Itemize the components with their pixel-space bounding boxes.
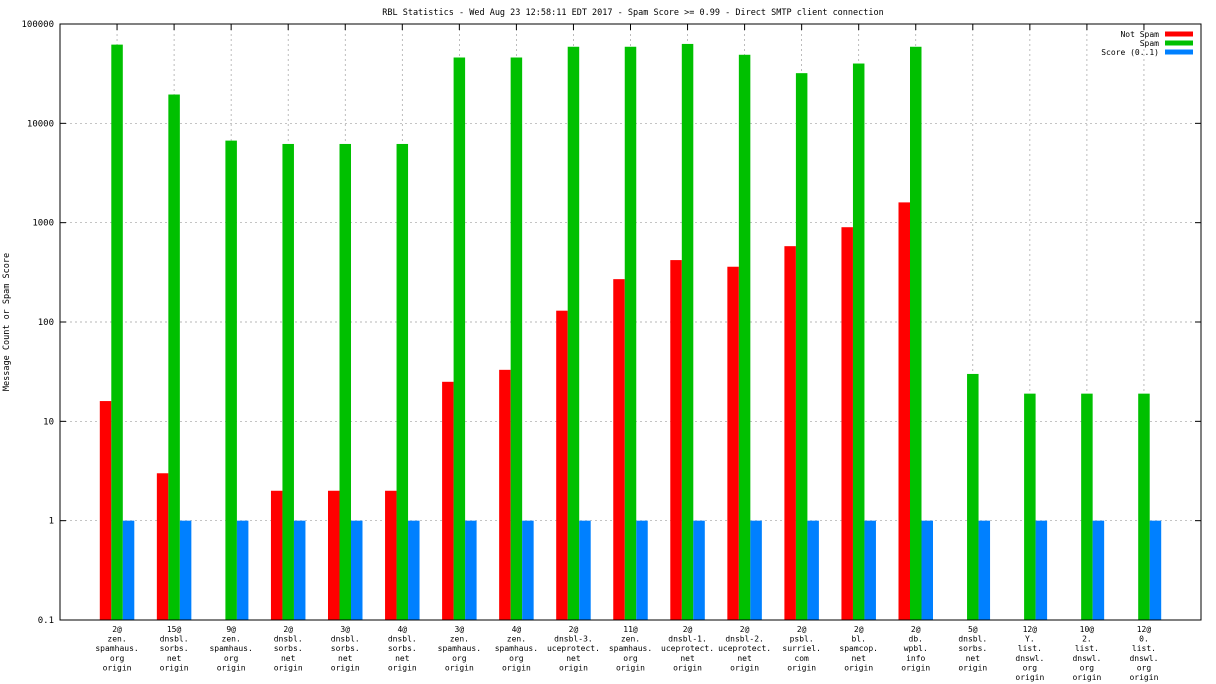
bar-score-0-1 bbox=[465, 520, 477, 620]
bar-spam bbox=[967, 373, 979, 620]
x-axis-category-labels: 2@ zen. spamhaus. org origin 15@ dnsbl. sorbs. n… bbox=[95, 625, 1158, 682]
legend-swatch bbox=[1165, 49, 1193, 55]
y-tick-label: 1000 bbox=[32, 219, 54, 229]
bar-not-spam bbox=[385, 490, 397, 620]
legend-swatch bbox=[1165, 40, 1193, 46]
bar-score-0-1 bbox=[236, 520, 249, 620]
bar-score-0-1 bbox=[864, 520, 876, 620]
bar-not-spam bbox=[841, 227, 853, 620]
y-tick-label: 1 bbox=[49, 517, 54, 527]
legend-label: Not Spam bbox=[1120, 30, 1159, 39]
bar-not-spam bbox=[499, 369, 511, 620]
y-tick-label: 10 bbox=[43, 417, 54, 427]
x-category-label: 10@ 2. list. dnswl. org origin bbox=[1072, 625, 1101, 682]
bar-spam bbox=[795, 73, 808, 620]
bar-spam bbox=[1081, 393, 1093, 620]
y-tick-label: 0.1 bbox=[38, 616, 54, 626]
x-category-label: 2@ dnsbl-2. uceprotect. net origin bbox=[718, 625, 771, 672]
y-axis-ticks: 0.1 1 10 100 1000 10000 100000 bbox=[21, 20, 1201, 626]
bar-spam bbox=[624, 46, 637, 620]
bars bbox=[99, 43, 1162, 621]
bar-spam bbox=[510, 57, 523, 620]
x-category-label: 4@ dnsbl. sorbs. net origin bbox=[388, 625, 417, 672]
y-tick-label: 100000 bbox=[21, 20, 54, 30]
bar-not-spam bbox=[99, 401, 112, 620]
bar-score-0-1 bbox=[351, 520, 363, 620]
x-category-label: 2@ db. wpbl. info origin bbox=[901, 625, 930, 672]
bar-spam bbox=[910, 46, 922, 620]
bar-not-spam bbox=[784, 246, 796, 621]
chart-title: RBL Statistics - Wed Aug 23 12:58:11 EDT… bbox=[382, 8, 884, 18]
bar-spam bbox=[1138, 393, 1150, 620]
legend-label: Spam bbox=[1140, 39, 1159, 48]
bar-not-spam bbox=[442, 381, 454, 620]
x-category-label: 11@ zen. spamhaus. org origin bbox=[609, 625, 652, 672]
plot-area-frame bbox=[59, 23, 1202, 621]
bar-not-spam bbox=[670, 260, 682, 620]
x-category-label: 9@ zen. spamhaus. org origin bbox=[209, 625, 252, 672]
bar-score-0-1 bbox=[1035, 520, 1048, 620]
bar-score-0-1 bbox=[807, 520, 819, 620]
x-category-label: 15@ dnsbl. sorbs. net origin bbox=[160, 625, 189, 672]
bar-score-0-1 bbox=[636, 520, 648, 620]
bar-score-0-1 bbox=[921, 520, 933, 620]
bar-not-spam bbox=[727, 266, 739, 620]
x-category-label: 12@ Y. list. dnswl. org origin bbox=[1015, 625, 1044, 682]
bar-spam bbox=[453, 57, 466, 620]
x-category-label: 2@ dnsbl-1. uceprotect. net origin bbox=[661, 625, 714, 672]
bar-not-spam bbox=[328, 490, 340, 620]
x-category-label: 2@ dnsbl. sorbs. net origin bbox=[274, 625, 303, 672]
y-tick-label: 10000 bbox=[27, 119, 54, 129]
bar-score-0-1 bbox=[408, 520, 420, 620]
bar-not-spam bbox=[613, 279, 625, 620]
x-category-label: 2@ bl. spamcop. net origin bbox=[839, 625, 878, 672]
bar-spam bbox=[1024, 393, 1036, 620]
bar-score-0-1 bbox=[122, 520, 135, 620]
y-tick-label: 100 bbox=[38, 318, 54, 328]
x-category-label: 2@ dnsbl-3. uceprotect. net origin bbox=[547, 625, 600, 672]
legend-label: Score (0..1) bbox=[1101, 48, 1159, 57]
bar-score-0-1 bbox=[693, 520, 705, 620]
bar-score-0-1 bbox=[522, 520, 534, 620]
bar-spam bbox=[282, 143, 294, 620]
x-category-label: 5@ dnsbl. sorbs. net origin bbox=[958, 625, 987, 672]
y-axis-label: Message Count or Spam Score bbox=[2, 253, 12, 391]
bar-spam bbox=[168, 94, 180, 620]
bar-score-0-1 bbox=[978, 520, 991, 620]
x-category-label: 2@ psbl. surriel. com origin bbox=[782, 625, 821, 672]
bar-not-spam bbox=[156, 473, 169, 620]
x-category-label: 4@ zen. spamhaus. org origin bbox=[495, 625, 538, 672]
x-category-label: 12@ 0. list. dnswl. org origin bbox=[1129, 625, 1158, 682]
bar-spam bbox=[396, 143, 409, 620]
bar-spam bbox=[339, 143, 351, 620]
legend-swatch bbox=[1165, 31, 1193, 37]
bar-spam bbox=[738, 54, 751, 620]
bar-score-0-1 bbox=[1149, 520, 1162, 620]
bar-score-0-1 bbox=[179, 520, 192, 620]
bar-score-0-1 bbox=[1092, 520, 1105, 620]
bar-not-spam bbox=[898, 202, 910, 620]
bar-spam bbox=[225, 140, 237, 621]
bar-spam bbox=[111, 44, 123, 621]
bar-not-spam bbox=[556, 310, 568, 620]
x-category-label: 3@ zen. spamhaus. org origin bbox=[438, 625, 481, 672]
bar-score-0-1 bbox=[750, 520, 762, 620]
x-category-label: 2@ zen. spamhaus. org origin bbox=[95, 625, 138, 672]
bar-spam bbox=[567, 46, 580, 620]
bar-not-spam bbox=[270, 490, 283, 620]
bar-score-0-1 bbox=[293, 520, 306, 620]
bar-spam bbox=[681, 43, 694, 621]
x-category-label: 3@ dnsbl. sorbs. net origin bbox=[331, 625, 360, 672]
bar-spam bbox=[852, 63, 865, 620]
bar-score-0-1 bbox=[579, 520, 591, 620]
